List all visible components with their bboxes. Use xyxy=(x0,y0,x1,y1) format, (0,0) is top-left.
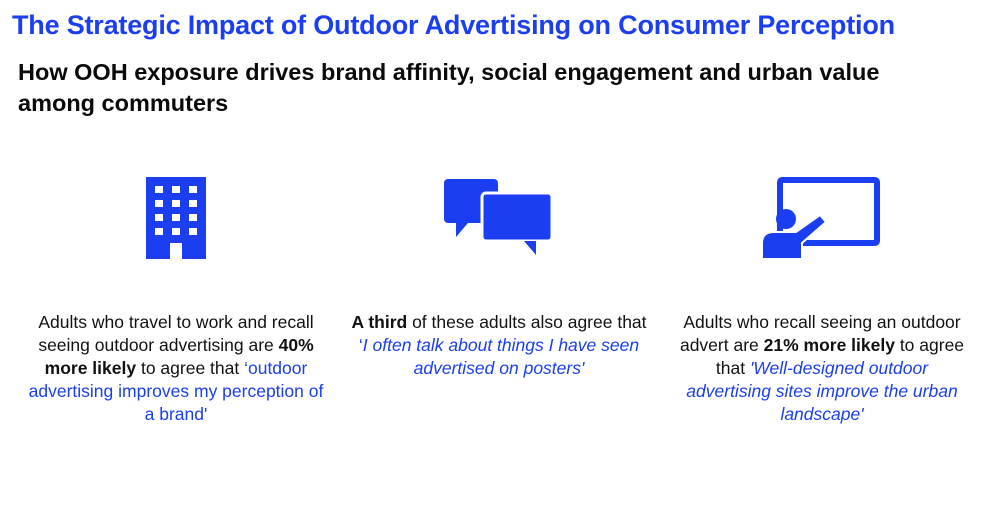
stat-column-commuters: Adults who travel to work and recall see… xyxy=(26,311,326,426)
stat-highlight: 21% more likely xyxy=(763,335,895,355)
stat-column-talk: A third of these adults also agree that … xyxy=(349,311,649,380)
stat-text: to agree that xyxy=(136,358,245,378)
stat-text: Adults who travel to work and recall see… xyxy=(38,312,314,355)
stat-highlight: A third xyxy=(351,312,408,332)
stat-quote: I often talk about things I have seen ad… xyxy=(362,335,640,378)
stat-text: Adults who recall seeing an outdoor adve… xyxy=(679,312,961,355)
stat-quote-open: ‘ xyxy=(358,335,363,355)
stat-quote: ‘outdoor advertising improves my percept… xyxy=(28,358,324,424)
page-subtitle: How OOH exposure drives brand affinity, … xyxy=(18,59,880,116)
page-title: The Strategic Impact of Outdoor Advertis… xyxy=(12,10,895,40)
stat-text: to agree that xyxy=(715,335,965,378)
stat-text: of these adults also agree that xyxy=(407,312,647,332)
office-building-icon xyxy=(146,177,206,259)
speech-bubbles-icon xyxy=(444,179,554,255)
stat-highlight: 40% more likely xyxy=(44,335,314,378)
presenter-board-icon xyxy=(761,177,880,259)
stat-column-urban: Adults who recall seeing an outdoor adve… xyxy=(672,311,972,426)
stat-quote: 'Well-designed outdoor advertising sites… xyxy=(686,358,958,424)
